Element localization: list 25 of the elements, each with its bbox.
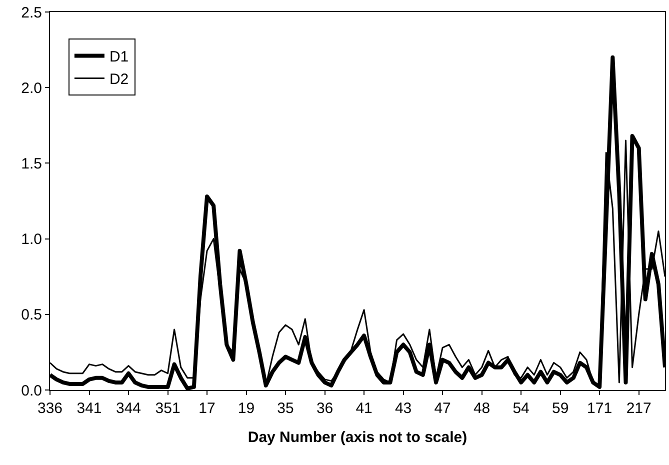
- x-tick-label: 341: [76, 400, 102, 417]
- y-tick-label: 2.0: [21, 80, 42, 97]
- x-tick-label: 43: [394, 400, 412, 417]
- x-tick-label: 47: [434, 400, 451, 417]
- x-tick-label: 36: [316, 400, 334, 417]
- x-axis-title: Day Number (axis not to scale): [248, 429, 468, 446]
- x-tick-label: 59: [552, 400, 569, 417]
- x-tick-label: 19: [238, 400, 255, 417]
- x-tick-label: 48: [473, 400, 490, 417]
- x-tick-label: 171: [587, 400, 612, 417]
- x-tick-label: 41: [356, 400, 372, 417]
- y-tick-label: 1.0: [21, 231, 42, 248]
- y-tick-label: 0.0: [21, 382, 42, 400]
- legend-label: D1: [109, 48, 129, 66]
- y-tick-label: 2.5: [21, 4, 42, 22]
- x-tick-label: 217: [626, 400, 652, 417]
- legend-label: D2: [109, 71, 129, 88]
- y-tick-label: 1.5: [21, 155, 42, 172]
- y-tick-label: 0.5: [21, 306, 42, 324]
- x-tick-label: 344: [116, 400, 142, 417]
- x-tick-label: 336: [37, 400, 63, 417]
- x-tick-label: 351: [155, 400, 180, 417]
- x-tick-label: 35: [277, 400, 294, 417]
- x-tick-label: 54: [512, 400, 530, 417]
- x-tick-label: 17: [198, 400, 216, 417]
